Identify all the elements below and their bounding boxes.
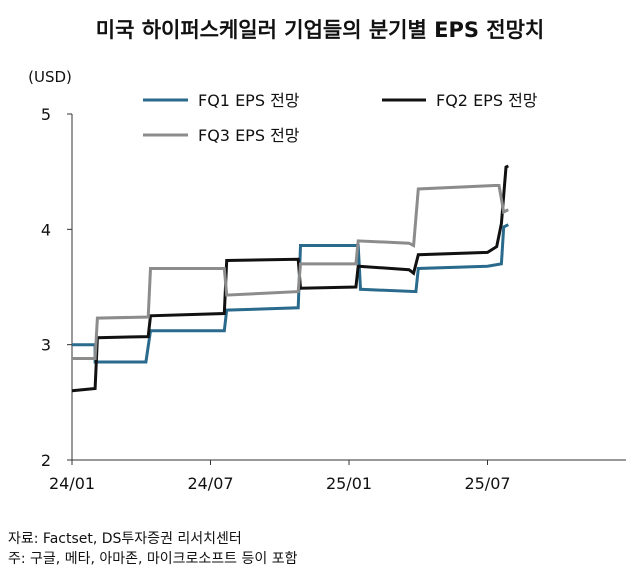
- series-lines: [71, 164, 509, 393]
- x-tick-label: 25/01: [326, 474, 372, 493]
- x-tick-label: 24/01: [49, 474, 95, 493]
- source-note: 자료: Factset, DS투자증권 리서치센터: [8, 531, 242, 547]
- series-line-fq3: [72, 184, 509, 360]
- legend: FQ1 EPS 전망 FQ2 EPS 전망 FQ3 EPS 전망: [143, 91, 538, 145]
- legend-label-fq1: FQ1 EPS 전망: [198, 91, 300, 110]
- y-tick-label: 2: [41, 451, 51, 470]
- legend-label-fq2: FQ2 EPS 전망: [436, 91, 538, 110]
- y-tick-label: 4: [41, 220, 51, 239]
- series-line-fq1: [72, 223, 509, 364]
- series-line-fq2: [71, 164, 509, 393]
- x-tick-label: 25/07: [464, 474, 510, 493]
- eps-line-chart: (USD) 2 3 4 5 24/01 24/07 25/01 25/07 FQ1 EPS 전망…: [28, 68, 626, 493]
- axes: (USD) 2 3 4 5 24/01 24/07 25/01 25/07: [28, 68, 626, 493]
- legend-label-fq3: FQ3 EPS 전망: [198, 126, 300, 145]
- y-tick-label: 5: [41, 105, 51, 124]
- chart-title: 미국 하이퍼스케일러 기업들의 분기별 EPS 전망치: [95, 18, 545, 42]
- footnote-note: 주: 구글, 메타, 아마존, 마이크로소프트 등이 포함: [8, 551, 298, 567]
- x-tick-label: 24/07: [187, 474, 233, 493]
- y-axis-unit-label: (USD): [28, 68, 72, 86]
- y-tick-label: 3: [41, 336, 51, 355]
